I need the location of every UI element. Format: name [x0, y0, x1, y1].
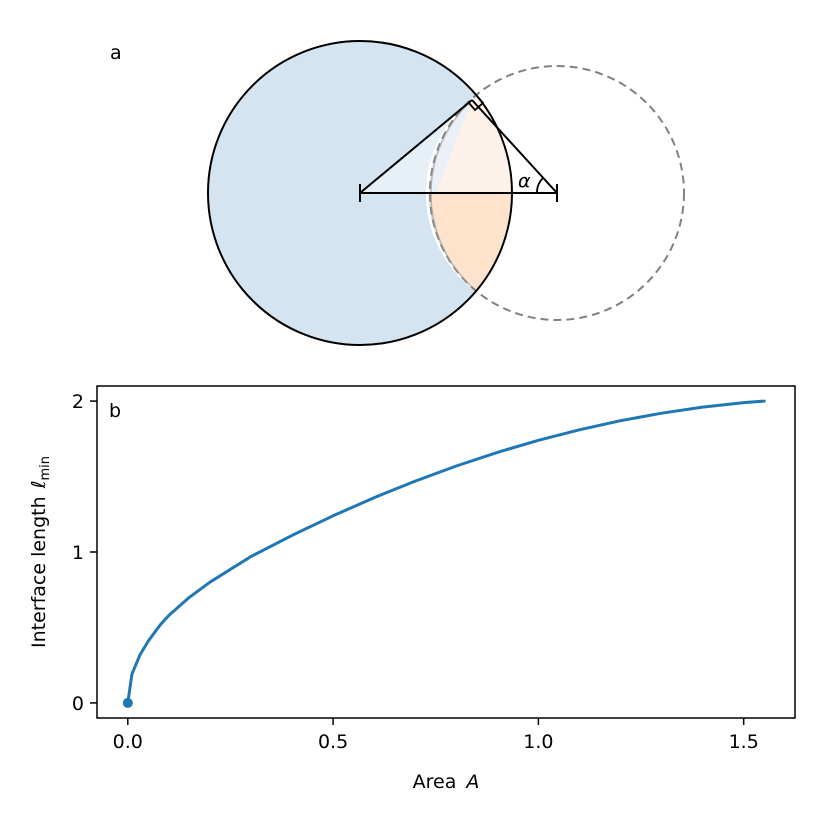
y-axis-label-var: ℓ	[28, 480, 50, 489]
radius-right	[471, 99, 558, 194]
y-tick-label: 2	[72, 391, 84, 413]
x-tick-label: 1.5	[729, 731, 759, 753]
y-tick-label: 1	[72, 542, 84, 564]
panel-b-chart: b 0.0 0.5 1.0 1.5 0 1 2 Area A Interface lengt…	[28, 385, 796, 793]
alpha-label: α	[518, 170, 531, 192]
start-point-marker	[122, 697, 133, 708]
x-axis-label-var: A	[464, 771, 479, 793]
x-axis-label-text: Area	[413, 771, 457, 793]
panel-label-b: b	[109, 400, 121, 422]
x-tick-label: 0.5	[318, 731, 348, 753]
right-circle-dashed	[429, 65, 685, 321]
right-angle-marker	[468, 95, 485, 112]
y-ticks: 0 1 2	[72, 391, 97, 715]
x-tick-label: 1.0	[523, 731, 553, 753]
panel-label-a: a	[110, 42, 122, 64]
alpha-arc	[536, 177, 544, 194]
series-group	[122, 399, 766, 708]
x-tick-label: 0.0	[113, 731, 143, 753]
y-axis-label: Interface length ℓmin	[28, 456, 53, 648]
radius-left	[359, 99, 473, 194]
panel-a-diagram: α a	[110, 40, 685, 346]
y-tick-label: 0	[72, 693, 84, 715]
y-axis-label-sub: min	[38, 456, 53, 481]
x-ticks: 0.0 0.5 1.0 1.5	[113, 718, 759, 753]
series-line	[126, 399, 766, 705]
x-axis-label: Area A	[413, 771, 480, 793]
plot-frame	[96, 385, 796, 719]
y-axis-label-text: Interface length	[28, 496, 50, 648]
